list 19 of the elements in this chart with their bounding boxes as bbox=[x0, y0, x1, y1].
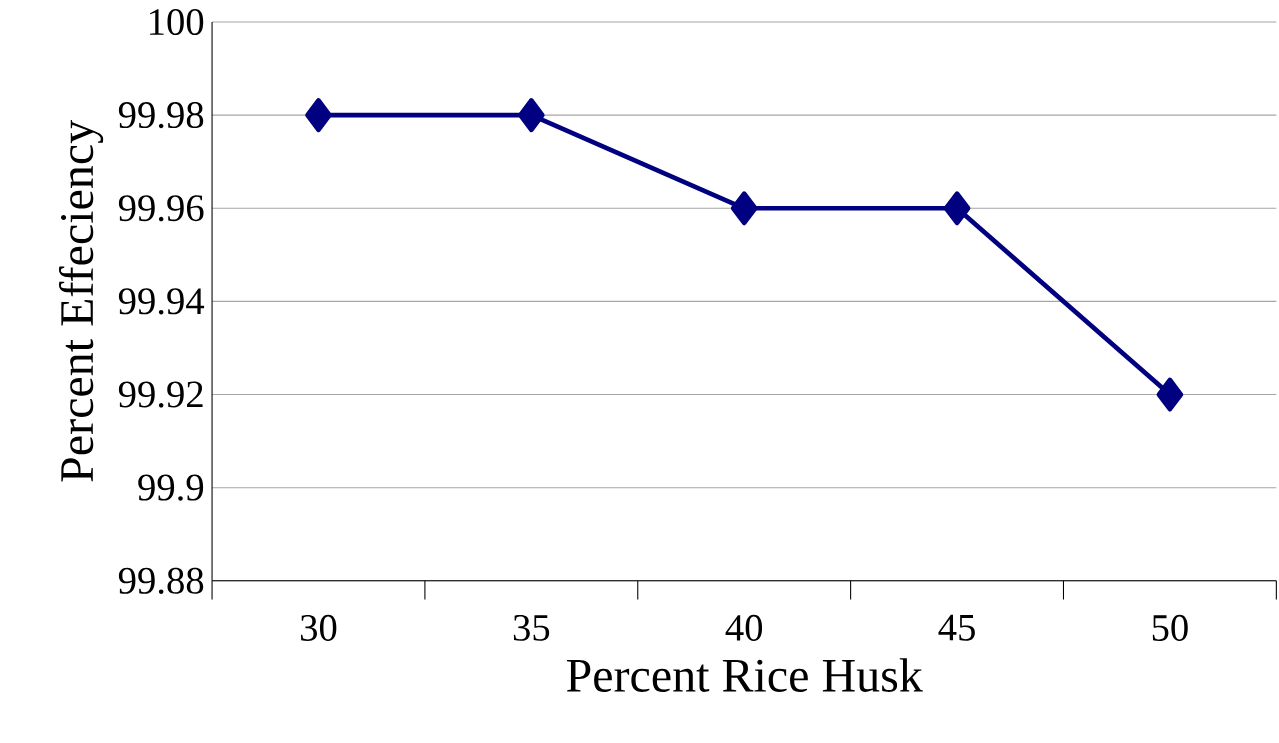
point bbox=[305, 98, 332, 133]
y-axis-title: Percent Effeciency bbox=[59, 120, 104, 482]
y-tick-label: 99.98 bbox=[118, 102, 204, 129]
x-tick-label: 45 bbox=[938, 614, 975, 641]
x-tick-label: 35 bbox=[513, 614, 550, 641]
point bbox=[730, 191, 758, 226]
y-tick-label: 99.94 bbox=[118, 288, 205, 315]
x-tick-label: 50 bbox=[1152, 614, 1188, 642]
x-tick-label: 40 bbox=[725, 614, 763, 642]
x-axis-title: Percent Rice Husk bbox=[566, 658, 923, 692]
y-tick-label: 100 bbox=[150, 9, 204, 36]
y-tick-label: 99.9 bbox=[138, 474, 204, 501]
point bbox=[943, 191, 971, 226]
point bbox=[1156, 377, 1184, 412]
y-tick-label: 99.88 bbox=[118, 567, 204, 595]
y-tick-label: 99.96 bbox=[118, 195, 204, 222]
point bbox=[518, 98, 545, 133]
y-tick-label: 99.92 bbox=[118, 381, 203, 408]
x-tick-label: 30 bbox=[300, 614, 337, 642]
